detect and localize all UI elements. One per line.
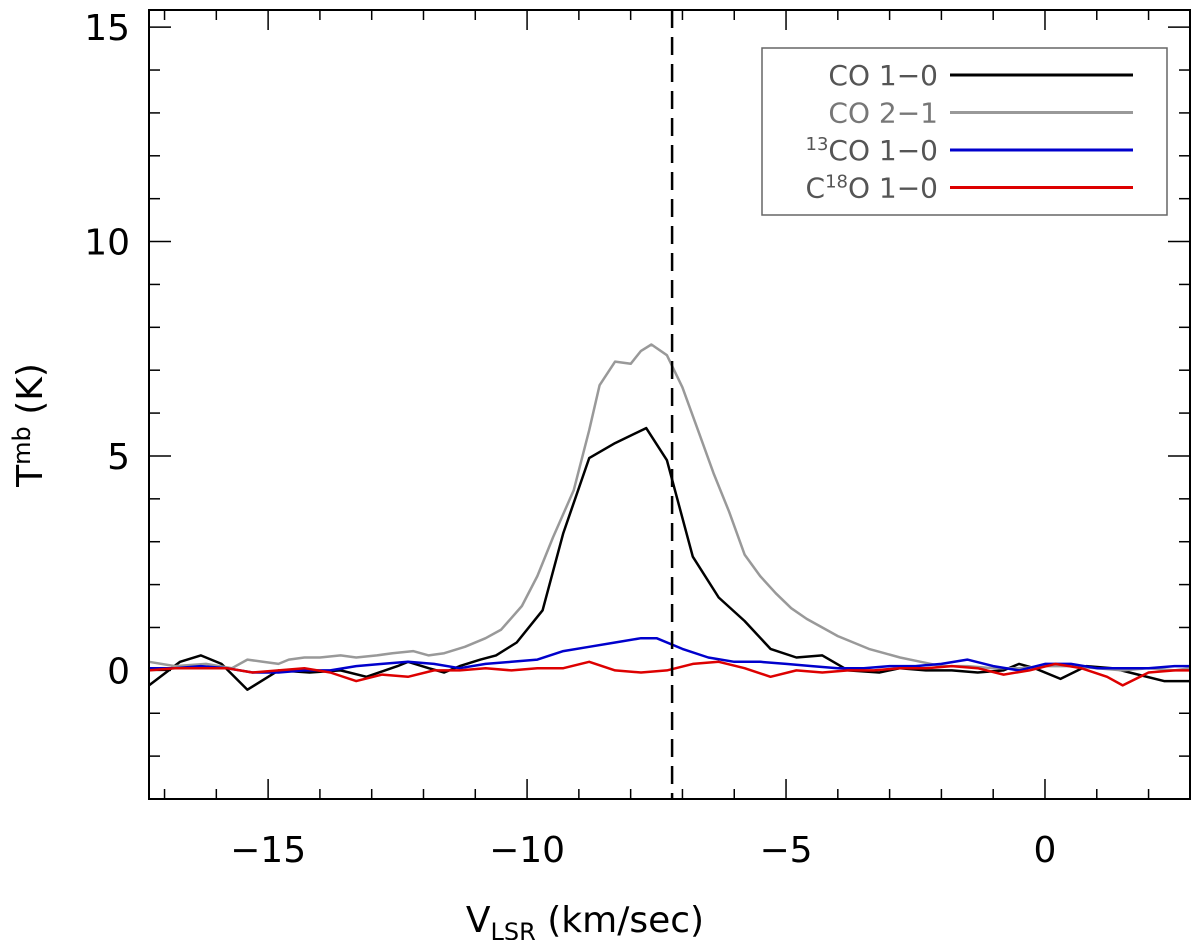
y-tick-label: 10 [84,223,130,264]
series-line [149,636,1190,674]
legend-label: CO 2−1 [828,97,938,130]
series-line [148,660,1190,687]
legend-label: 13CO 1−0 [806,134,939,168]
x-tick-label: −15 [230,830,306,871]
plot-frame [148,9,1191,800]
x-tick-label: 0 [1034,830,1057,871]
y-axis-title-main: T [10,464,51,488]
y-axis-title: Tmb (K) [8,363,51,488]
series-line [148,343,1191,672]
legend-label: C18O 1−0 [806,171,939,205]
y-tick-label: 15 [84,8,130,49]
x-tick-label: −10 [489,830,565,871]
y-tick-label: 5 [107,437,130,478]
legend-label: CO 1−0 [828,59,938,92]
y-tick-label: 0 [107,651,130,692]
x-axis-title: VLSR (km/sec) [466,900,704,940]
series-lines [148,343,1191,691]
x-tick-label: −5 [759,830,812,871]
series-line [148,426,1190,691]
y-axis-title-units: (K) [10,363,51,426]
tick-labels: −15 −10 −5 0 0 5 10 15 [84,8,1056,871]
x-axis-title-main: V [466,900,491,940]
x-axis-title-units: (km/sec) [536,900,704,940]
y-axis-title-subscript: mb [8,426,36,465]
x-axis-title-subscript: LSR [491,918,536,940]
